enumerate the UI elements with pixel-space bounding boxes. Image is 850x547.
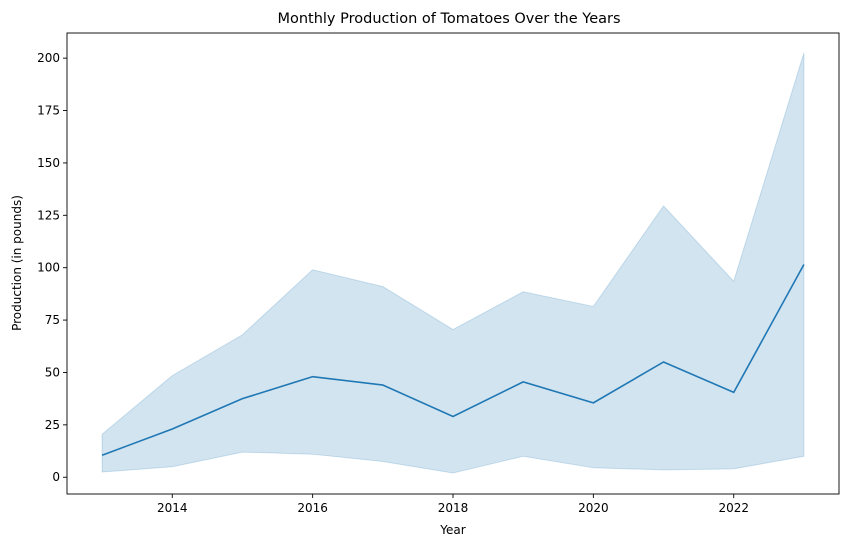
y-tick-label: 125 <box>37 208 60 222</box>
y-tick-label: 0 <box>52 470 60 484</box>
data-point <box>802 263 806 267</box>
data-point <box>240 397 244 401</box>
data-point <box>662 360 666 364</box>
x-axis-title: Year <box>439 523 465 537</box>
series-line <box>101 264 805 456</box>
data-point <box>591 401 595 405</box>
data-point <box>732 390 736 394</box>
data-point <box>170 427 174 431</box>
data-point <box>100 453 104 457</box>
y-tick-label: 175 <box>37 104 60 118</box>
y-tick-label: 75 <box>45 313 60 327</box>
x-tick-label: 2018 <box>438 501 469 515</box>
x-tick-label: 2014 <box>157 501 188 515</box>
confidence-band <box>101 52 805 474</box>
data-point <box>311 375 315 379</box>
y-tick-label: 200 <box>37 51 60 65</box>
data-point <box>451 414 455 418</box>
y-tick-label: 50 <box>45 365 60 379</box>
y-axis-title: Production (in pounds) <box>10 195 24 331</box>
data-point <box>381 383 385 387</box>
y-tick-label: 100 <box>37 261 60 275</box>
x-tick-label: 2022 <box>718 501 749 515</box>
plot-area: 2014 2016 2018 2020 2022 0 25 50 75 100 125 150 175 2… <box>37 32 840 515</box>
y-tick-label: 150 <box>37 156 60 170</box>
x-tick-label: 2020 <box>578 501 609 515</box>
x-tick-label: 2016 <box>297 501 328 515</box>
y-tick-label: 25 <box>45 418 60 432</box>
chart-title: Monthly Production of Tomatoes Over the … <box>277 11 620 27</box>
data-point <box>521 380 525 384</box>
